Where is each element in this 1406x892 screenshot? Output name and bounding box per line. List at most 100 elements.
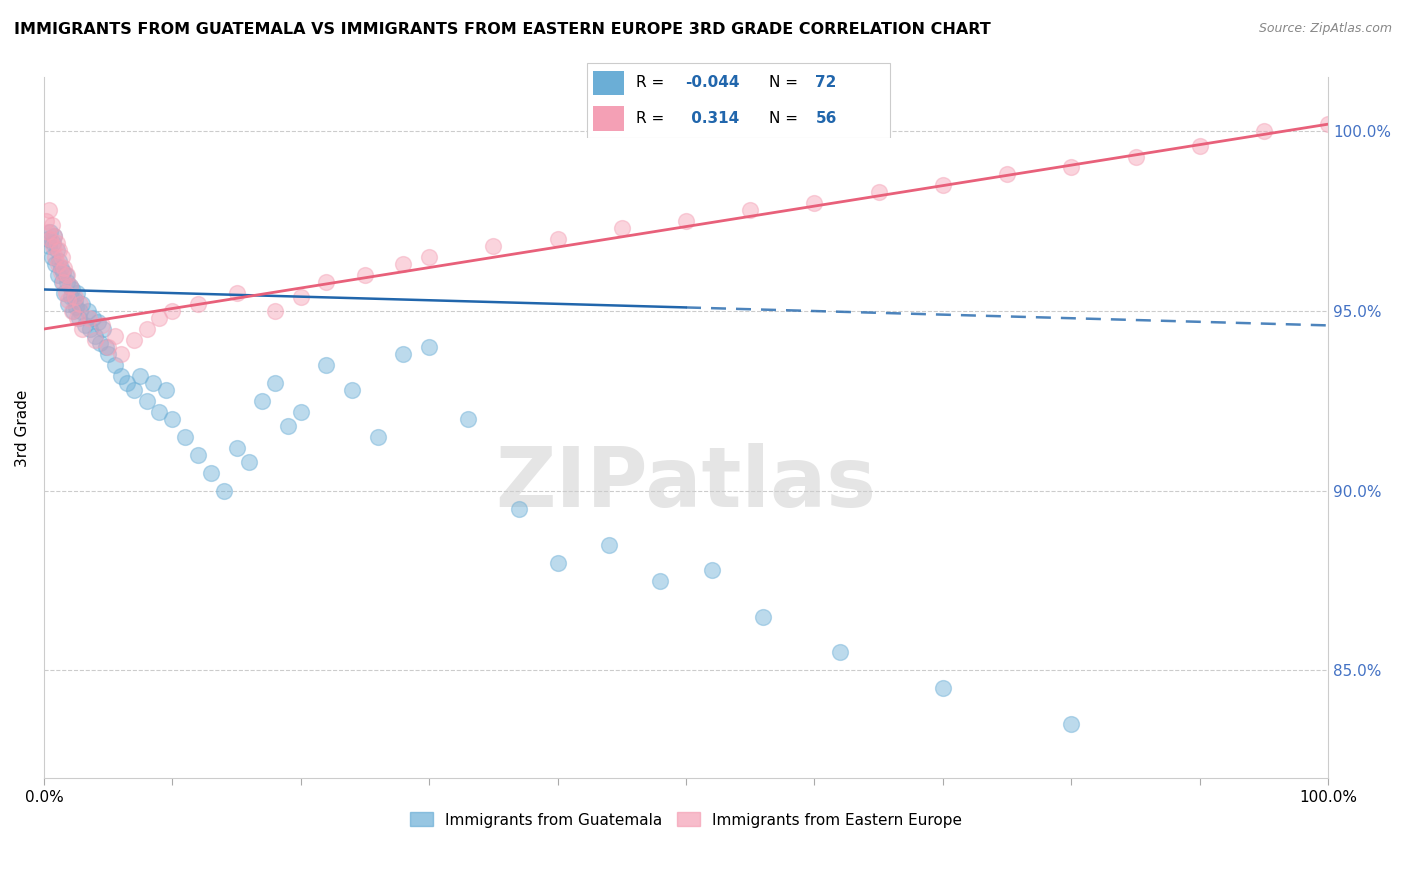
Point bbox=[76, 304, 98, 318]
Point bbox=[700, 563, 723, 577]
Point bbox=[225, 286, 247, 301]
Point bbox=[79, 322, 101, 336]
Point bbox=[84, 329, 107, 343]
Point bbox=[110, 368, 132, 383]
Point bbox=[277, 419, 299, 434]
Point bbox=[46, 268, 69, 282]
Text: R =: R = bbox=[636, 111, 669, 126]
Point bbox=[675, 214, 697, 228]
Text: N =: N = bbox=[769, 111, 803, 126]
FancyBboxPatch shape bbox=[593, 106, 624, 130]
Point bbox=[868, 186, 890, 200]
Point bbox=[48, 243, 70, 257]
Point bbox=[91, 322, 114, 336]
Point bbox=[62, 304, 84, 318]
FancyBboxPatch shape bbox=[593, 70, 624, 95]
Point bbox=[740, 203, 762, 218]
Point bbox=[264, 376, 287, 390]
Point bbox=[200, 466, 222, 480]
Point bbox=[142, 376, 165, 390]
Text: 72: 72 bbox=[815, 76, 837, 90]
Point bbox=[38, 203, 60, 218]
Point bbox=[44, 228, 66, 243]
Point bbox=[264, 304, 287, 318]
Point bbox=[103, 358, 125, 372]
Y-axis label: 3rd Grade: 3rd Grade bbox=[15, 389, 30, 467]
Text: 0.314: 0.314 bbox=[686, 111, 738, 126]
Point bbox=[103, 329, 125, 343]
Point bbox=[84, 333, 107, 347]
Point bbox=[89, 336, 111, 351]
Point bbox=[1188, 138, 1211, 153]
Point bbox=[650, 574, 672, 588]
Point bbox=[49, 260, 72, 275]
Point bbox=[482, 239, 505, 253]
Point bbox=[90, 318, 112, 333]
Point bbox=[59, 290, 82, 304]
Point bbox=[187, 448, 209, 462]
Point bbox=[51, 275, 73, 289]
Point bbox=[56, 268, 79, 282]
Point bbox=[77, 311, 100, 326]
Point bbox=[73, 318, 96, 333]
Point bbox=[55, 268, 77, 282]
Point bbox=[66, 311, 89, 326]
Point bbox=[290, 290, 312, 304]
Point bbox=[58, 297, 80, 311]
Point bbox=[65, 301, 87, 315]
Point bbox=[49, 264, 72, 278]
Point bbox=[1317, 117, 1340, 131]
Point bbox=[598, 538, 620, 552]
Point bbox=[66, 286, 89, 301]
Point bbox=[82, 311, 104, 326]
Point bbox=[51, 250, 73, 264]
Point bbox=[547, 232, 569, 246]
Point bbox=[53, 260, 76, 275]
Point bbox=[35, 214, 58, 228]
Point bbox=[354, 268, 377, 282]
Point bbox=[1060, 161, 1083, 175]
Point bbox=[508, 501, 530, 516]
FancyBboxPatch shape bbox=[586, 63, 890, 137]
Legend: Immigrants from Guatemala, Immigrants from Eastern Europe: Immigrants from Guatemala, Immigrants fr… bbox=[404, 806, 969, 834]
Point bbox=[995, 168, 1018, 182]
Point bbox=[418, 340, 440, 354]
Point bbox=[830, 645, 852, 659]
Point bbox=[48, 253, 70, 268]
Point bbox=[148, 405, 170, 419]
Point bbox=[122, 333, 145, 347]
Point bbox=[44, 250, 66, 264]
Point bbox=[162, 304, 184, 318]
Point bbox=[58, 293, 80, 308]
Point bbox=[63, 290, 86, 304]
Point bbox=[72, 322, 94, 336]
Point bbox=[250, 393, 273, 408]
Point bbox=[238, 455, 260, 469]
Point bbox=[135, 322, 157, 336]
Point bbox=[37, 232, 59, 246]
Point bbox=[37, 225, 59, 239]
Point bbox=[392, 347, 415, 361]
Point bbox=[129, 368, 152, 383]
Point bbox=[97, 340, 120, 354]
Text: N =: N = bbox=[769, 76, 803, 90]
Point bbox=[58, 278, 80, 293]
Point bbox=[803, 196, 825, 211]
Point bbox=[44, 228, 66, 243]
Point bbox=[69, 297, 91, 311]
Point bbox=[110, 347, 132, 361]
Point bbox=[45, 235, 67, 250]
Point bbox=[148, 311, 170, 326]
Point bbox=[55, 286, 77, 301]
Point bbox=[1253, 124, 1275, 138]
Point bbox=[340, 383, 363, 397]
Point bbox=[42, 235, 65, 250]
Point bbox=[45, 243, 67, 257]
Point bbox=[117, 376, 139, 390]
Point bbox=[174, 430, 197, 444]
Point bbox=[97, 347, 120, 361]
Text: ZIPatlas: ZIPatlas bbox=[495, 443, 876, 524]
Point bbox=[367, 430, 389, 444]
Point bbox=[41, 250, 63, 264]
Point bbox=[39, 232, 62, 246]
